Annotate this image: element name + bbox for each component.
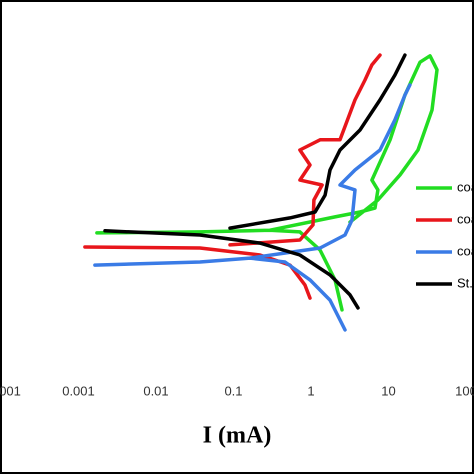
curve [103,53,407,310]
x-tick-label: 0.1 [224,383,242,398]
legend-label: coa [457,243,474,258]
legend-label: coa [457,179,474,194]
x-tick-label: 0.0001 [0,383,21,398]
x-tick-label: 0.001 [62,383,95,398]
legend-label: St. [457,275,473,290]
x-tick-label: 1 [307,383,314,398]
x-tick-label: 0.01 [143,383,168,398]
x-axis-label: I (mA) [203,423,272,449]
x-tick-label: 10 [381,383,395,398]
curve [83,53,382,300]
x-tick-label: 100 [455,383,474,398]
legend-label: coa [457,211,474,226]
curve [95,54,439,312]
curve [93,83,412,332]
